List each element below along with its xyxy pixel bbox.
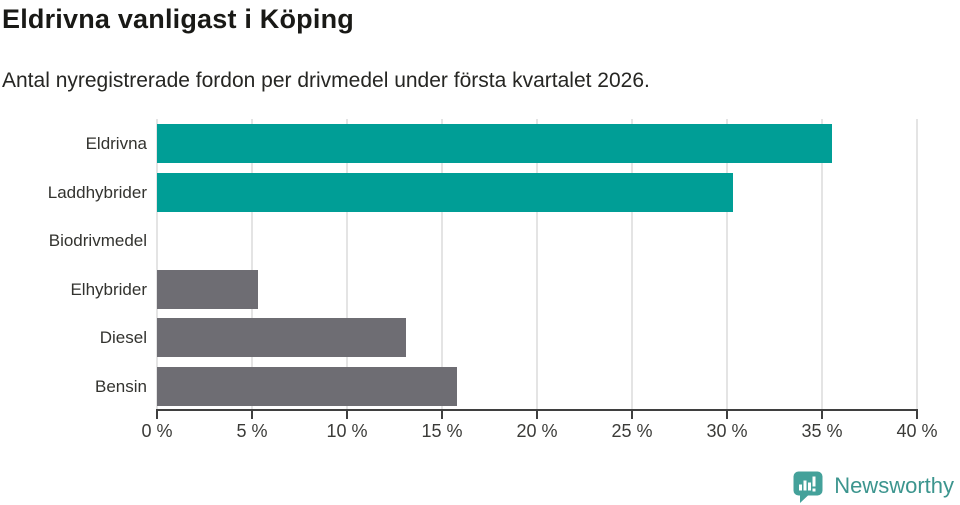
gridline-0 — [156, 119, 158, 410]
x-tick-label-25: 25 % — [611, 421, 653, 441]
gridline-25 — [631, 119, 633, 410]
x-tick-label-20: 20 % — [516, 421, 558, 441]
bar-elhybrider — [157, 270, 258, 309]
bar-bensin — [157, 367, 458, 406]
x-tick-mark-30 — [726, 411, 728, 419]
x-tick-label-5: 5 % — [236, 421, 268, 441]
category-label-diesel: Diesel — [99, 328, 147, 347]
x-tick-mark-35 — [821, 411, 823, 419]
x-tick-mark-40 — [916, 411, 918, 419]
x-tick-label-30: 30 % — [706, 421, 748, 441]
gridline-40 — [916, 119, 918, 410]
newsworthy-logo-icon — [791, 469, 825, 503]
x-tick-mark-5 — [251, 411, 253, 419]
category-label-laddhybrider: Laddhybrider — [47, 183, 147, 202]
category-label-eldrivna: Eldrivna — [85, 134, 147, 153]
bar-diesel — [157, 318, 406, 357]
x-tick-mark-0 — [156, 411, 158, 419]
x-tick-label-35: 35 % — [801, 421, 843, 441]
gridline-20 — [536, 119, 538, 410]
bar-laddhybrider — [157, 173, 733, 212]
x-tick-mark-20 — [536, 411, 538, 419]
gridline-30 — [726, 119, 728, 410]
gridline-10 — [346, 119, 348, 410]
bar-eldrivna — [157, 124, 832, 163]
x-tick-label-10: 10 % — [326, 421, 368, 441]
category-label-bensin: Bensin — [95, 377, 147, 396]
x-tick-label-15: 15 % — [421, 421, 463, 441]
gridline-35 — [821, 119, 823, 410]
x-axis-line — [156, 409, 918, 411]
gridline-5 — [251, 119, 253, 410]
chart-subtitle: Antal nyregistrerade fordon per drivmede… — [2, 69, 650, 92]
brand-footer: Newsworthy — [791, 469, 954, 503]
plot-area — [156, 119, 918, 410]
x-tick-mark-25 — [631, 411, 633, 419]
x-tick-label-0: 0 % — [141, 421, 173, 441]
gridline-15 — [441, 119, 443, 410]
x-tick-mark-15 — [441, 411, 443, 419]
brand-name: Newsworthy — [834, 473, 954, 498]
chart-title: Eldrivna vanligast i Köping — [2, 4, 354, 34]
category-label-elhybrider: Elhybrider — [70, 280, 147, 299]
x-tick-mark-10 — [346, 411, 348, 419]
category-label-biodrivmedel: Biodrivmedel — [48, 231, 147, 250]
x-tick-label-40: 40 % — [896, 421, 938, 441]
